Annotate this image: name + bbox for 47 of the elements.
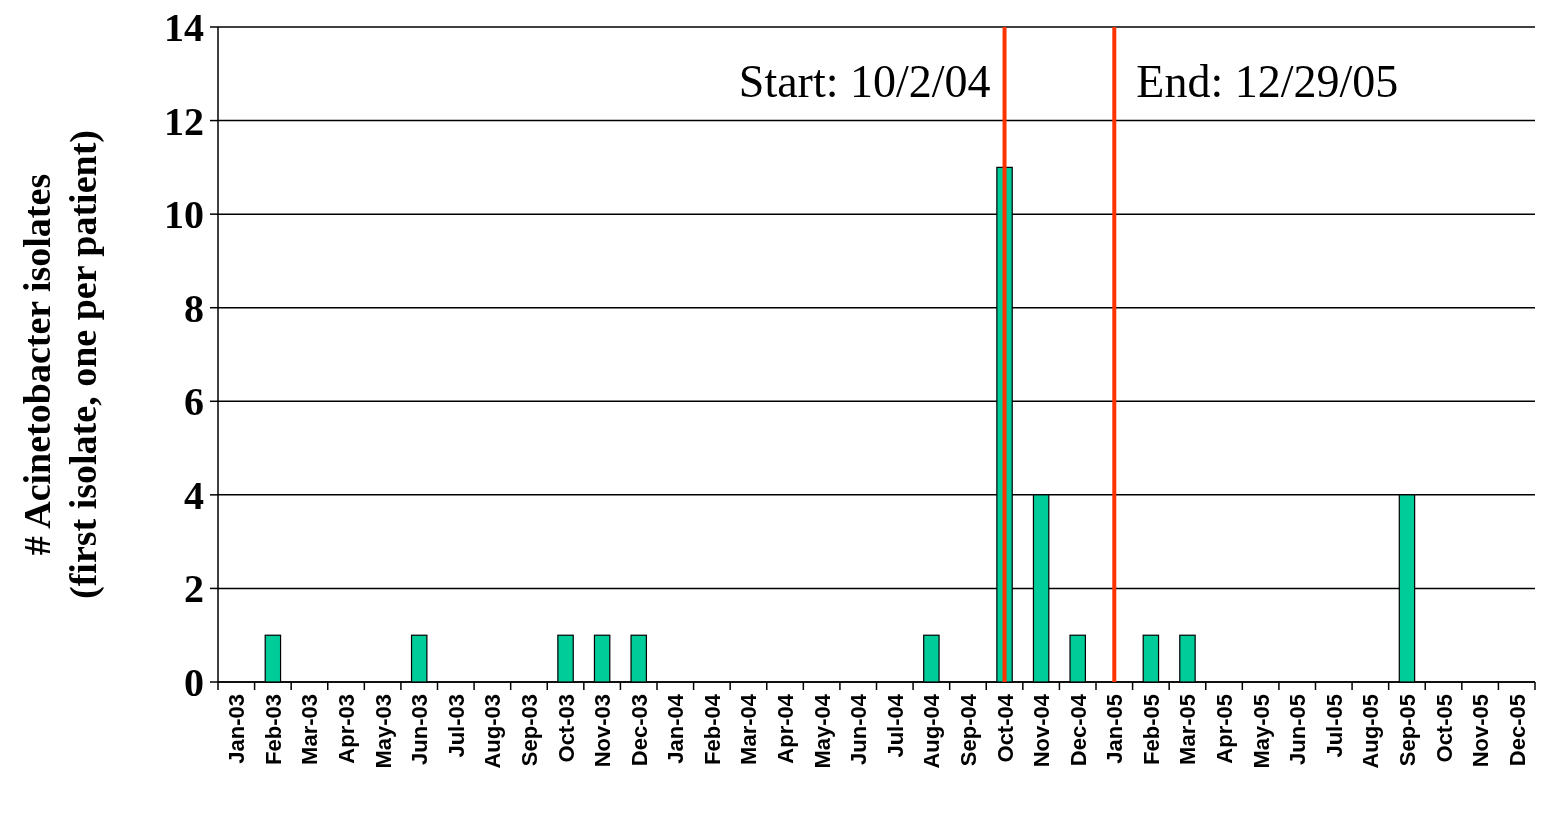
x-tick-label: Oct-05 bbox=[1431, 694, 1457, 763]
x-tick-label: Jun-05 bbox=[1285, 694, 1311, 765]
x-tick-label: Oct-04 bbox=[992, 693, 1018, 763]
x-tick-label: Nov-04 bbox=[1029, 693, 1055, 768]
y-axis-title: # Acinetobacter isolates (first isolate, one per patient) bbox=[16, 130, 105, 599]
y-tick-label: 8 bbox=[184, 285, 204, 331]
x-tick-label: Jul-05 bbox=[1321, 694, 1347, 758]
y-tick-label: 10 bbox=[164, 192, 204, 238]
x-tick-label: Apr-05 bbox=[1212, 694, 1238, 764]
x-tick-label: Dec-05 bbox=[1504, 694, 1530, 767]
y-tick-label: 14 bbox=[164, 5, 204, 50]
x-tick-label: Aug-03 bbox=[480, 694, 506, 769]
x-tick-label: Apr-03 bbox=[334, 694, 360, 764]
x-tick-label: Dec-04 bbox=[1065, 693, 1091, 767]
x-tick-label: Feb-03 bbox=[260, 694, 286, 765]
x-tick-label: Jan-05 bbox=[1102, 694, 1128, 764]
x-tick-label: May-04 bbox=[809, 693, 835, 769]
ref-line-label: End: 12/29/05 bbox=[1136, 56, 1399, 107]
y-tick-label: 6 bbox=[184, 379, 204, 425]
x-tick-label: Nov-05 bbox=[1468, 694, 1494, 768]
y-tick-label: 4 bbox=[184, 472, 204, 518]
y-tick-label: 0 bbox=[184, 660, 204, 705]
x-tick-label: Aug-05 bbox=[1358, 694, 1384, 769]
x-tick-label: Jun-04 bbox=[846, 693, 872, 765]
x-tick-label: Dec-03 bbox=[626, 694, 652, 767]
x-tick-label: Sep-05 bbox=[1394, 694, 1420, 767]
ref-line-label: Start: 10/2/04 bbox=[738, 56, 991, 107]
x-tick-label: Mar-03 bbox=[297, 694, 323, 765]
x-tick-label: Nov-03 bbox=[590, 694, 616, 768]
x-tick-label: Sep-03 bbox=[516, 694, 542, 767]
x-tick-label: Aug-04 bbox=[919, 693, 945, 769]
x-tick-label: Jul-03 bbox=[443, 694, 469, 758]
x-tick-label: Feb-04 bbox=[699, 693, 725, 765]
x-tick-label: Jan-04 bbox=[663, 693, 689, 764]
x-tick-label: May-03 bbox=[370, 694, 396, 769]
x-tick-label: Jan-03 bbox=[224, 694, 250, 764]
x-tick-label: Jun-03 bbox=[407, 694, 433, 765]
y-tick-label: 12 bbox=[164, 98, 204, 144]
x-tick-label: Oct-03 bbox=[553, 694, 579, 763]
x-tick-label: Feb-05 bbox=[1138, 694, 1164, 765]
x-tick-label: Mar-04 bbox=[736, 693, 762, 765]
x-tick-label: Mar-05 bbox=[1175, 694, 1201, 765]
x-tick-label: Apr-04 bbox=[773, 693, 799, 764]
y-tick-label: 2 bbox=[184, 566, 204, 612]
x-tick-label: May-05 bbox=[1248, 694, 1274, 769]
x-tick-label: Sep-04 bbox=[955, 693, 981, 767]
x-tick-label: Jul-04 bbox=[882, 693, 908, 758]
